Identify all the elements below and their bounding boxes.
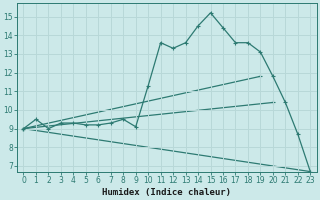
X-axis label: Humidex (Indice chaleur): Humidex (Indice chaleur) xyxy=(102,188,231,197)
